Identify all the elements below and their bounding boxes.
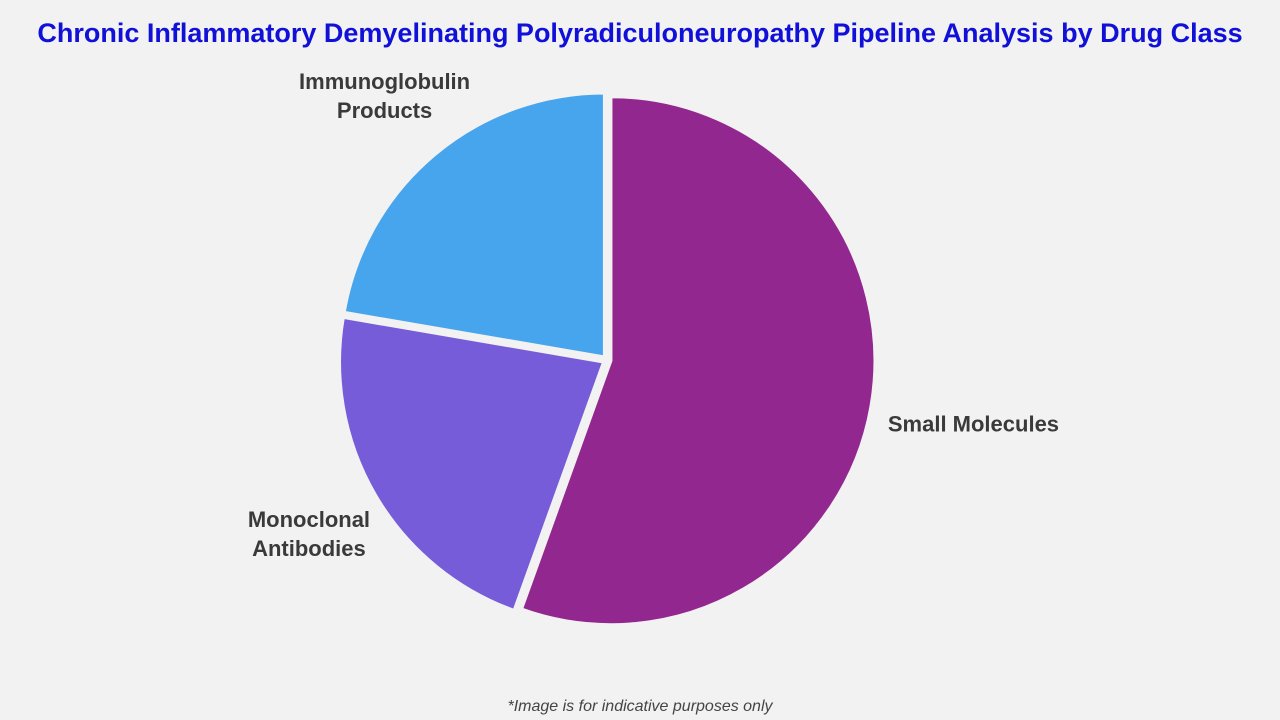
footnote: *Image is for indicative purposes only — [507, 698, 773, 715]
slice-label: Monoclonal Antibodies — [247, 506, 371, 561]
slice-label: Immunoglobulin Products — [299, 69, 471, 124]
pie-slice — [338, 315, 606, 613]
pie-slice — [342, 91, 606, 359]
slice-label: Small Molecules — [887, 411, 1060, 437]
pie-slice — [519, 95, 877, 627]
chart-title: Chronic Inflammatory Demyelinating Polyr… — [37, 18, 1243, 48]
